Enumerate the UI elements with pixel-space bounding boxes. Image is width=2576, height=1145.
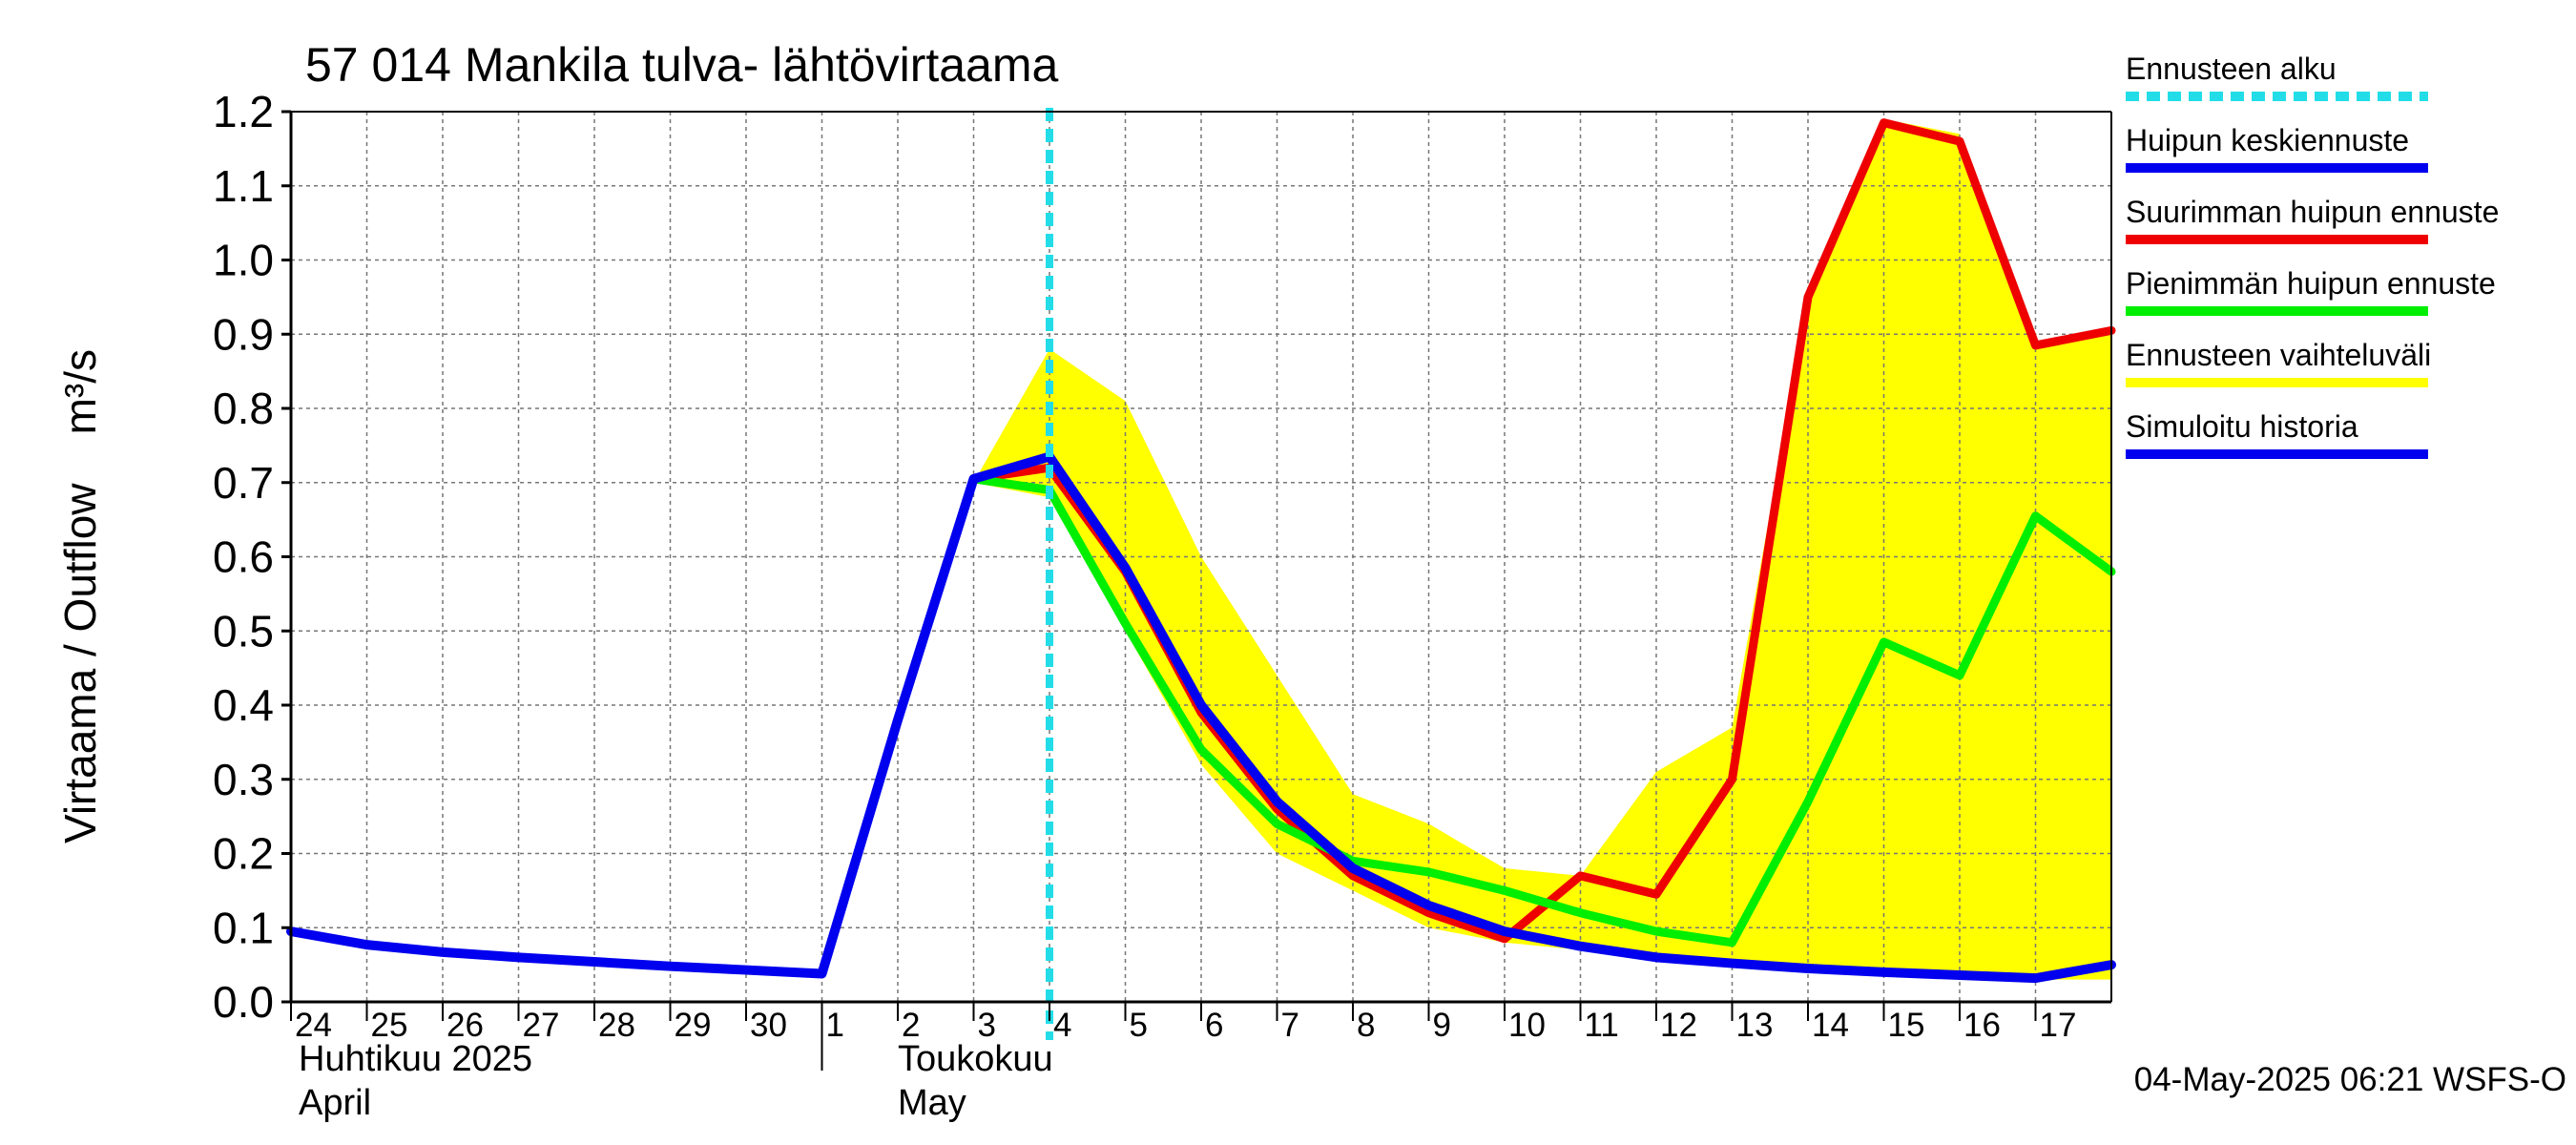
x-tick-label: 10: [1508, 1007, 1546, 1044]
month-label-en: May: [898, 1083, 966, 1123]
x-tick-label: 5: [1130, 1007, 1148, 1044]
x-tick-label: 13: [1736, 1007, 1774, 1044]
legend-label: Suurimman huipun ennuste: [2126, 195, 2499, 229]
y-tick-label: 0.5: [213, 606, 274, 656]
chart-title: 57 014 Mankila tulva- lähtövirtaama: [305, 38, 1058, 92]
x-tick-label: 6: [1205, 1007, 1223, 1044]
x-tick-label: 2: [902, 1007, 920, 1044]
month-label-en: April: [299, 1083, 371, 1123]
x-tick-label: 17: [2040, 1007, 2077, 1044]
month-label-fi: Toukokuu: [898, 1039, 1053, 1079]
y-tick-label: 0.3: [213, 755, 274, 804]
y-tick-label: 0.1: [213, 903, 274, 952]
y-tick-label: 1.2: [213, 87, 274, 136]
x-tick-label: 9: [1433, 1007, 1451, 1044]
x-tick-label: 16: [1963, 1007, 2001, 1044]
x-tick-label: 28: [598, 1007, 635, 1044]
x-tick-label: 7: [1281, 1007, 1299, 1044]
y-tick-label: 0.8: [213, 384, 274, 433]
x-tick-label: 27: [523, 1007, 560, 1044]
timestamp-label: 04-May-2025 06:21 WSFS-O: [2134, 1061, 2566, 1098]
simulated-history-line: [286, 451, 1054, 979]
x-tick-label: 12: [1660, 1007, 1697, 1044]
x-tick-label: 14: [1812, 1007, 1849, 1044]
x-tick-label: 24: [295, 1007, 332, 1044]
y-tick-label: 0.2: [213, 829, 274, 879]
y-tick-label: 0.9: [213, 309, 274, 359]
y-tick-label: 0.7: [213, 458, 274, 508]
legend-label: Simuloitu historia: [2126, 409, 2358, 444]
legend-label: Huipun keskiennuste: [2126, 123, 2409, 157]
x-tick-label: 3: [978, 1007, 996, 1044]
x-tick-label: 15: [1888, 1007, 1925, 1044]
y-tick-label: 1.1: [213, 161, 274, 211]
legend: Ennusteen alku Huipun keskiennuste Suurimm…: [2126, 52, 2499, 459]
legend-label: Ennusteen alku: [2126, 52, 2337, 86]
x-tick-label: 4: [1053, 1007, 1071, 1044]
y-tick-label: 0.6: [213, 532, 274, 582]
y-tick-label: 1.0: [213, 236, 274, 285]
mean-peak-forecast-line: [1045, 451, 2116, 984]
legend-label: Pienimmän huipun ennuste: [2126, 266, 2496, 301]
y-tick-label: 0.4: [213, 680, 274, 730]
x-tick-label: 30: [750, 1007, 787, 1044]
x-tick-label: 29: [675, 1007, 712, 1044]
min-peak-forecast-line: [969, 474, 2116, 947]
legend-label: Ennusteen vaihteluväli: [2126, 338, 2431, 372]
x-tick-label: 1: [826, 1007, 844, 1044]
plot-area: 0.0 0.1 0.2 0.3 0.4 0.5 0.6 0.7 0.8 0.9 1.0 1.1 1.2 2…: [213, 87, 2116, 1123]
y-tick-label: 0.0: [213, 977, 274, 1027]
month-label-fi: Huhtikuu 2025: [299, 1039, 532, 1079]
y-axis-label: Virtaama / Outflow m³/s: [55, 349, 105, 843]
x-tick-label: 25: [371, 1007, 408, 1044]
x-tick-label: 26: [447, 1007, 484, 1044]
x-tick-label: 8: [1357, 1007, 1375, 1044]
x-tick-label: 11: [1585, 1007, 1619, 1044]
